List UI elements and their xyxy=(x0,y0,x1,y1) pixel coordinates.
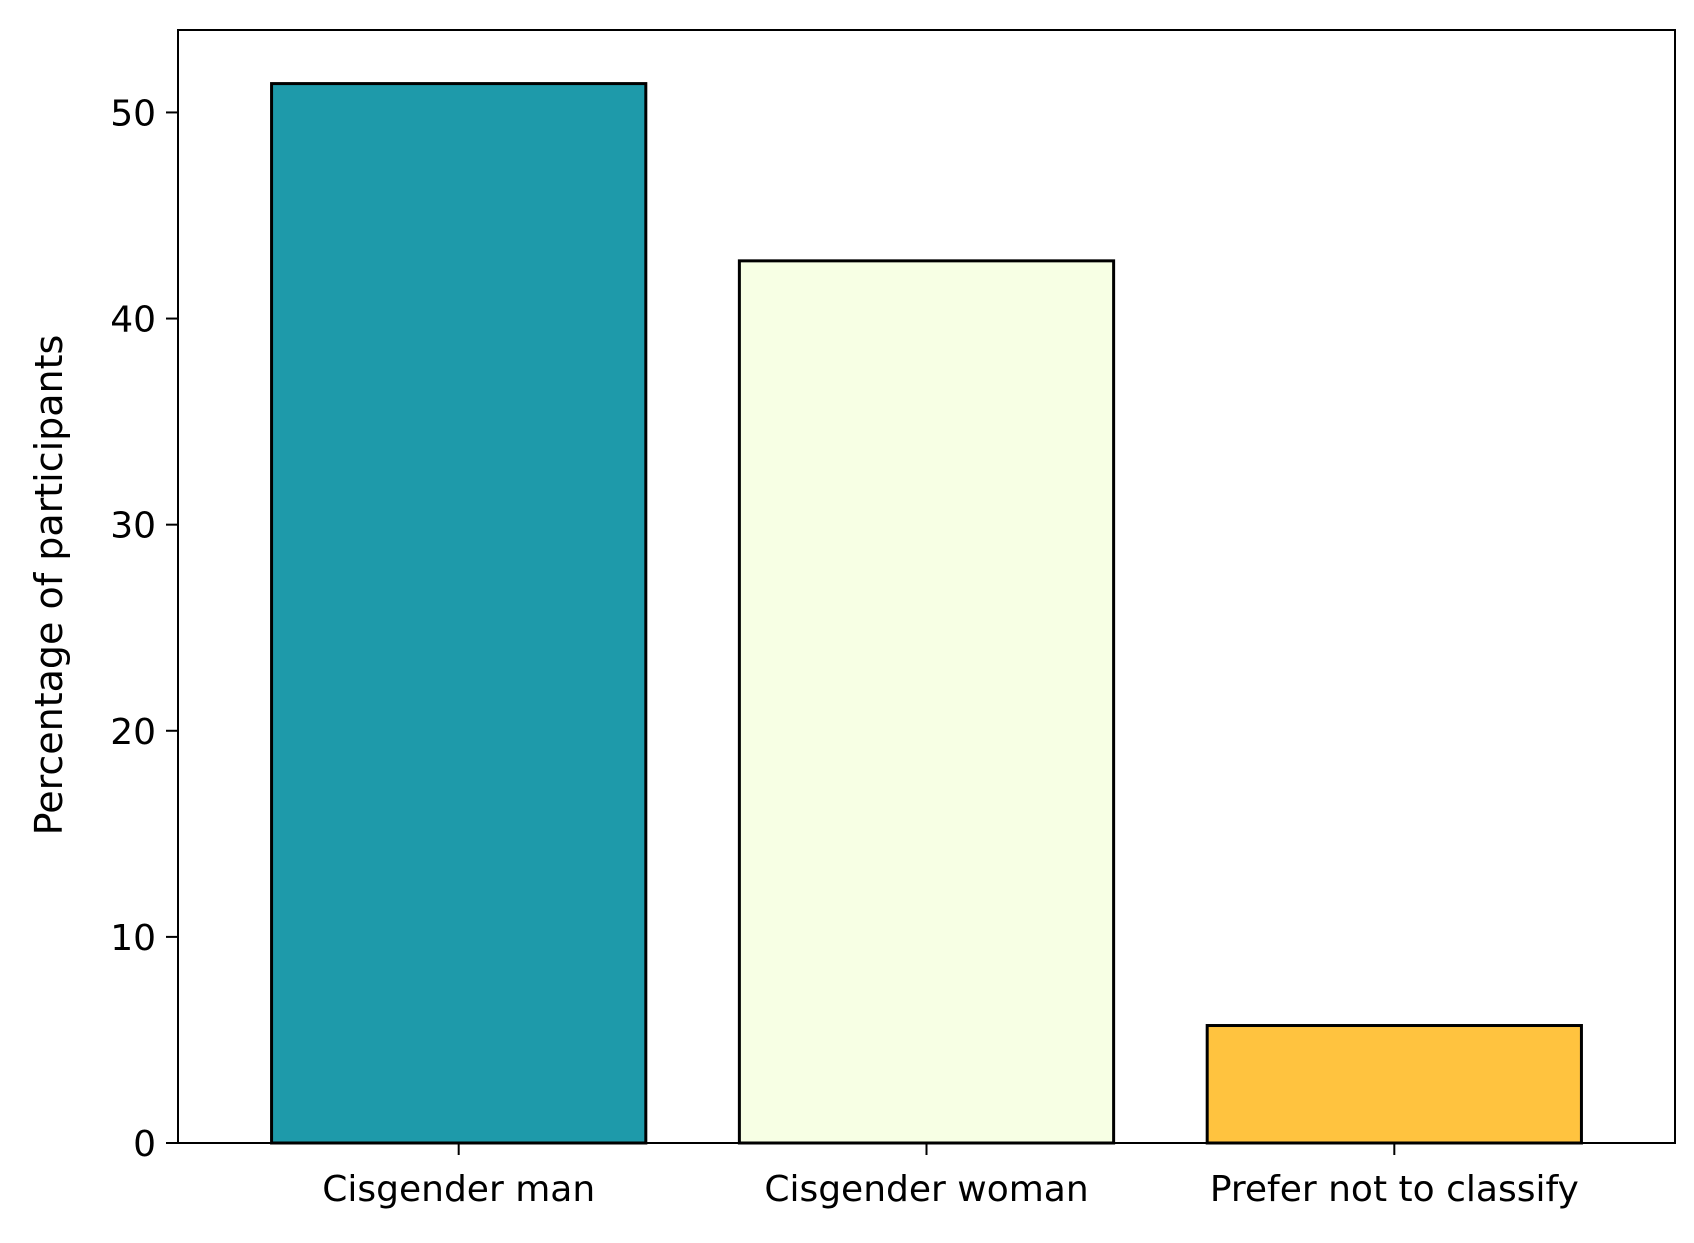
y-tick-label: 40 xyxy=(110,300,156,341)
x-tick-label: Cisgender woman xyxy=(764,1169,1088,1210)
y-tick-label: 30 xyxy=(110,506,156,547)
bars-layer xyxy=(270,82,1583,1145)
axes-layer: 0 10 20 30 40 50 Cisgender man Cisgender woman P… xyxy=(110,29,1676,1210)
bar-cisgender-man xyxy=(270,82,648,1145)
x-tick-label: Prefer not to classify xyxy=(1210,1169,1579,1210)
y-tick-label: 20 xyxy=(110,712,156,753)
y-tick-label: 0 xyxy=(133,1124,156,1165)
y-tick-label: 50 xyxy=(110,93,156,134)
bar-cisgender-woman xyxy=(737,259,1116,1145)
x-tick-label: Cisgender man xyxy=(322,1169,595,1210)
y-tick-label: 10 xyxy=(110,918,156,959)
y-axis-label: Percentage of participants xyxy=(27,335,71,836)
bar-prefer-not-to-classify xyxy=(1205,1024,1583,1145)
